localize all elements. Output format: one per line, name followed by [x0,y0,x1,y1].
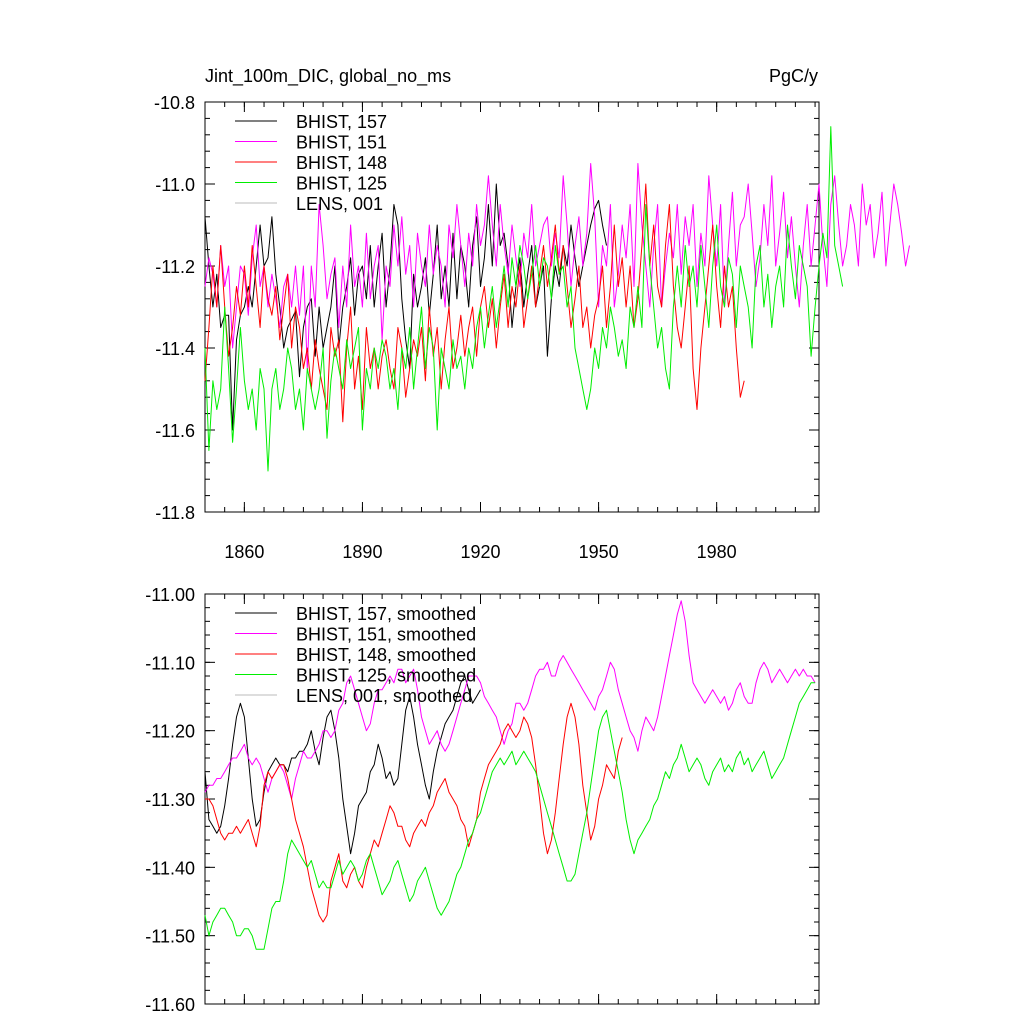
x-tick-label: 1920 [460,542,500,562]
x-tick-label: 1950 [579,542,619,562]
tick-marks [205,593,819,1005]
legend-label: BHIST, 148 [296,153,387,173]
series-lines [204,600,816,950]
y-tick-label: -11.2 [155,257,195,277]
y-tick-label: -11.00 [145,585,195,605]
y-tick-label: -11.20 [145,722,195,742]
legend-label: BHIST, 157, smoothed [296,604,476,624]
chart-title: Jint_100m_DIC, global_no_ms [205,66,451,87]
y-tick-label: -11.0 [155,175,195,195]
series-lines [204,126,910,472]
plot-frame [204,101,820,513]
x-tick-label: 1890 [342,542,382,562]
series-line-0 [204,675,481,855]
legend-label: BHIST, 125 [296,174,387,194]
x-tick-label: 1860 [224,542,264,562]
top-panel: Jint_100m_DIC, global_no_ms PgC/y -11.8-… [154,66,910,562]
bottom-panel: -11.60 -11.50 -11.40 -11.30 -11.20 -11.10 -11.… [145,585,820,1015]
legend-label: BHIST, 151, smoothed [296,625,476,645]
y-tick-label: -11.6 [155,421,195,441]
y-tick-labels: -11.60 -11.50 -11.40 -11.30 -11.20 -11.10 -11.… [145,585,195,1015]
legend-label: BHIST, 151 [296,133,387,153]
y-tick-label: -11.8 [155,503,195,523]
y-tick-label: -11.50 [145,927,195,947]
series-line-3 [204,682,816,950]
legend-label: LENS, 001, smoothed [296,686,472,706]
legend-label: BHIST, 125, smoothed [296,666,476,686]
y-tick-label: -11.40 [145,858,195,878]
y-tick-labels: -11.8 -11.6 -11.4 -11.2 -11.0 -10.8 [154,93,195,523]
y-tick-label: -11.10 [145,653,195,673]
x-tick-labels: 1860 1890 1920 1950 1980 [224,542,736,562]
series-line-2 [204,183,745,423]
y-tick-label: -11.4 [155,339,195,359]
legend-label: BHIST, 148, smoothed [296,645,476,665]
y-tick-label: -10.8 [154,93,195,113]
legend-label: BHIST, 157 [296,112,387,132]
y-tick-label: -11.30 [145,790,195,810]
tick-marks [205,101,819,513]
series-line-2 [205,702,623,923]
x-tick-label: 1980 [697,542,737,562]
series-line-3 [204,126,844,472]
units-label: PgC/y [769,66,818,86]
y-tick-label: -11.60 [145,995,195,1015]
legend-label: LENS, 001 [296,194,383,214]
